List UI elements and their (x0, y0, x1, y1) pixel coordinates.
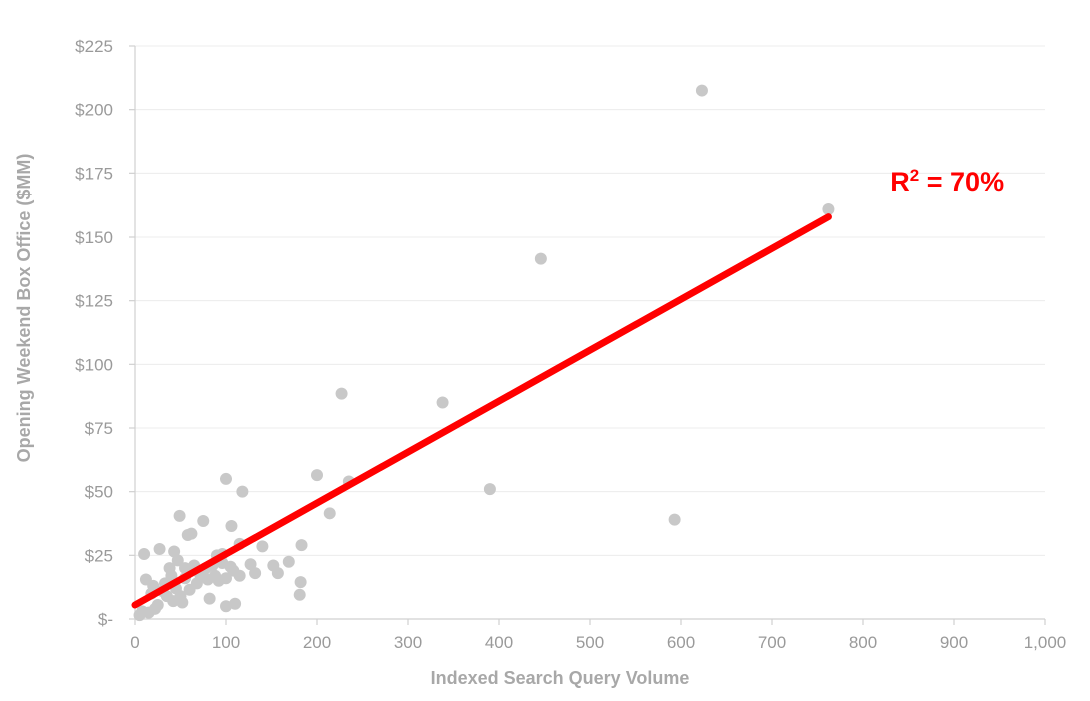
x-axis-title: Indexed Search Query Volume (431, 668, 690, 688)
x-tick-label: 600 (667, 633, 695, 652)
data-point (256, 540, 269, 553)
data-point (171, 554, 184, 567)
y-tick-label: $200 (75, 101, 113, 120)
data-point (133, 609, 146, 622)
y-tick-label: $75 (85, 419, 113, 438)
data-point (822, 202, 835, 215)
y-tick-label: $225 (75, 37, 113, 56)
data-point (271, 567, 284, 580)
data-point (236, 485, 249, 498)
data-point (294, 576, 307, 589)
data-point (176, 596, 189, 609)
data-point (249, 567, 262, 580)
data-point (173, 509, 186, 522)
data-point (220, 600, 232, 613)
data-point (436, 396, 449, 409)
y-tick-label: $25 (85, 546, 113, 565)
data-point (227, 564, 240, 577)
r-squared-annotation: R2 = 70% (890, 166, 1004, 197)
y-tick-label: $50 (85, 483, 113, 502)
data-point (153, 542, 166, 555)
x-tick-label: 700 (758, 633, 786, 652)
annotation-base: R (890, 167, 910, 197)
data-point (209, 569, 222, 582)
data-point (203, 592, 216, 605)
data-point (197, 514, 210, 527)
x-tick-label: 0 (130, 633, 139, 652)
x-tick-label: 1,000 (1024, 633, 1067, 652)
x-tick-label: 900 (940, 633, 968, 652)
data-point (181, 528, 194, 541)
data-point (323, 507, 336, 520)
y-tick-label: $- (98, 610, 113, 629)
data-point (225, 520, 238, 533)
y-tick-label: $100 (75, 355, 113, 374)
data-points (133, 84, 835, 622)
data-point (138, 548, 151, 561)
x-tick-label: 200 (303, 633, 331, 652)
data-point (179, 562, 192, 575)
x-tick-label: 100 (212, 633, 240, 652)
data-point (293, 588, 306, 601)
x-axis-tick-labels: 0 100 200 300 400 500 600 700 800 900 1,000 (130, 633, 1066, 652)
x-tick-label: 500 (576, 633, 604, 652)
y-axis-tick-labels: $- $25 $50 $75 $100 $125 $150 $175 $200 $225 (75, 37, 113, 629)
data-point (311, 469, 323, 482)
data-point (244, 558, 257, 571)
data-point (483, 483, 496, 496)
data-point (229, 597, 242, 610)
data-point (167, 595, 180, 608)
y-tick-label: $150 (75, 228, 113, 247)
trendline (131, 213, 832, 609)
data-point (668, 513, 681, 526)
data-point (220, 472, 232, 485)
x-tick-label: 300 (394, 633, 422, 652)
x-tick-label: 800 (849, 633, 877, 652)
y-tick-label: $175 (75, 164, 113, 183)
x-axis-line (129, 45, 1046, 625)
data-point (282, 555, 295, 568)
trendline-group (131, 213, 832, 609)
data-point (165, 569, 178, 582)
data-point (149, 602, 162, 615)
gridlines (135, 45, 1045, 556)
data-point (534, 252, 547, 265)
data-point (695, 84, 708, 97)
data-point (295, 539, 308, 552)
y-tick-label: $125 (75, 292, 113, 311)
y-axis-title: Opening Weekend Box Office ($MM) (14, 154, 34, 463)
annotation-superscript: 2 (910, 166, 919, 185)
annotation-rest: = 70% (919, 167, 1004, 197)
x-tick-label: 400 (485, 633, 513, 652)
data-point (335, 387, 348, 400)
